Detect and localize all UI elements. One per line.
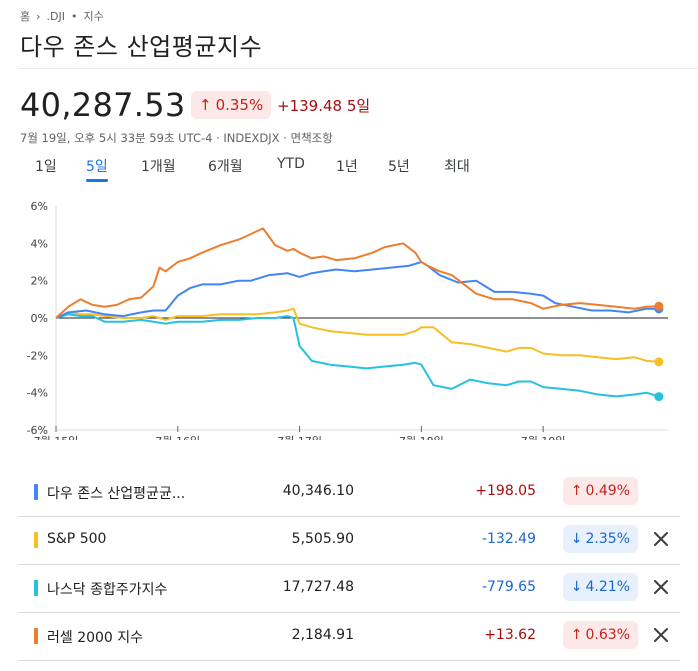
row-name: 다우 존스 산업평균균...: [47, 486, 186, 502]
tab-3[interactable]: 6개월: [208, 159, 243, 175]
series-color-swatch: [34, 532, 38, 548]
arrow-up-icon: ↑: [570, 627, 583, 643]
remove-comparison-button[interactable]: [650, 624, 672, 646]
x-tick-label: 7월 16일: [155, 434, 200, 440]
arrow-down-icon: ↓: [570, 531, 583, 547]
change-percent: 0.35%: [215, 96, 264, 114]
breadcrumb-separator: •: [71, 9, 78, 23]
close-icon: [654, 628, 668, 642]
comparison-row-spx[interactable]: S&P 500 5,505.90 -132.49 ↓ 2.35%: [18, 516, 680, 565]
row-change-percent-badge: ↑ 0.49%: [562, 477, 638, 505]
breadcrumb-symbol[interactable]: .DJI: [46, 9, 65, 23]
row-value: 5,505.90: [291, 531, 354, 547]
series-line-spx: [55, 307, 659, 363]
tab-0[interactable]: 1일: [35, 159, 57, 175]
row-change-percent-badge: ↓ 2.35%: [562, 525, 638, 553]
change-percent-badge: ↑ 0.35%: [191, 91, 272, 119]
series-color-swatch: [34, 628, 38, 644]
quote-meta: 7월 19일, 오후 5시 33분 59초 UTC-4 · INDEXDJX ·…: [20, 131, 333, 145]
tab-1[interactable]: 5일: [86, 156, 108, 182]
current-price: 40,287.53: [20, 86, 186, 124]
series-end-point-rut: [654, 301, 664, 311]
y-tick-label: -6%: [27, 424, 48, 437]
y-tick-label: -2%: [27, 349, 48, 362]
divider: [18, 68, 698, 69]
y-tick-label: -4%: [27, 387, 48, 400]
chevron-right-icon: ›: [36, 9, 41, 23]
page-title: 다우 존스 산업평균지수: [20, 33, 263, 61]
change-absolute-value: +139.48: [277, 97, 343, 115]
remove-comparison-button[interactable]: [650, 528, 672, 550]
y-tick-label: 6%: [31, 200, 48, 213]
row-change-percent: 2.35%: [585, 531, 630, 547]
y-tick-label: 2%: [31, 275, 48, 288]
arrow-up-icon: ↑: [199, 96, 212, 114]
x-tick-label: 7월 15일: [34, 434, 79, 440]
series-end-point-spx: [654, 357, 664, 367]
series-line-rut: [55, 227, 659, 319]
row-change-absolute: -132.49: [481, 531, 536, 547]
breadcrumb-category[interactable]: 지수: [83, 10, 104, 23]
comparison-row-dji[interactable]: 다우 존스 산업평균균... 40,346.10 +198.05 ↑ 0.49%: [18, 468, 680, 517]
breadcrumb-home[interactable]: 홈: [20, 10, 31, 23]
tab-2[interactable]: 1개월: [141, 159, 176, 175]
change-period: 5일: [346, 97, 371, 115]
change-absolute: +139.48 5일: [277, 95, 370, 116]
row-value: 2,184.91: [291, 627, 354, 643]
arrow-up-icon: ↑: [570, 483, 583, 499]
remove-comparison-button[interactable]: [650, 576, 672, 598]
series-line-dji: [55, 261, 659, 319]
row-change-percent: 4.21%: [585, 579, 630, 595]
x-tick-label: 7월 19일: [521, 434, 566, 440]
close-icon: [654, 532, 668, 546]
row-change-percent: 0.63%: [585, 627, 630, 643]
x-tick-label: 7월 17일: [277, 434, 322, 440]
series-color-swatch: [34, 484, 38, 500]
comparison-row-ixic[interactable]: 나스닥 종합주가지수 17,727.48 -779.65 ↓ 4.21%: [18, 564, 680, 613]
row-change-percent: 0.49%: [585, 483, 630, 499]
row-value: 17,727.48: [282, 579, 354, 595]
arrow-down-icon: ↓: [570, 579, 583, 595]
series-end-point-ixic: [654, 392, 664, 402]
row-change-absolute: -779.65: [481, 579, 536, 595]
tab-7[interactable]: 최대: [444, 159, 470, 175]
comparison-row-rut[interactable]: 러셀 2000 지수 2,184.91 +13.62 ↑ 0.63%: [18, 612, 680, 661]
comparison-line-chart[interactable]: 6% 4% 2% 0% -2% -4% -6%7월 15일 7월 16일 7월 17일 7월 18…: [0, 190, 698, 440]
tab-5[interactable]: 1년: [336, 159, 358, 175]
row-name: 러셀 2000 지수: [47, 630, 144, 646]
tab-4[interactable]: YTD: [277, 156, 305, 172]
y-tick-label: 4%: [31, 237, 48, 250]
row-name: S&P 500: [47, 531, 107, 547]
y-tick-label: 0%: [31, 312, 48, 325]
row-name: 나스닥 종합주가지수: [47, 582, 168, 598]
row-value: 40,346.10: [282, 483, 354, 499]
row-change-percent-badge: ↑ 0.63%: [562, 621, 638, 649]
row-change-absolute: +13.62: [484, 627, 536, 643]
close-icon: [654, 580, 668, 594]
tab-6[interactable]: 5년: [388, 159, 410, 175]
row-change-absolute: +198.05: [475, 483, 536, 499]
series-line-ixic: [55, 313, 660, 398]
row-change-percent-badge: ↓ 4.21%: [562, 573, 638, 601]
x-tick-label: 7월 18일: [399, 434, 444, 440]
breadcrumb: 홈 › .DJI • 지수: [20, 8, 104, 24]
series-color-swatch: [34, 580, 38, 596]
